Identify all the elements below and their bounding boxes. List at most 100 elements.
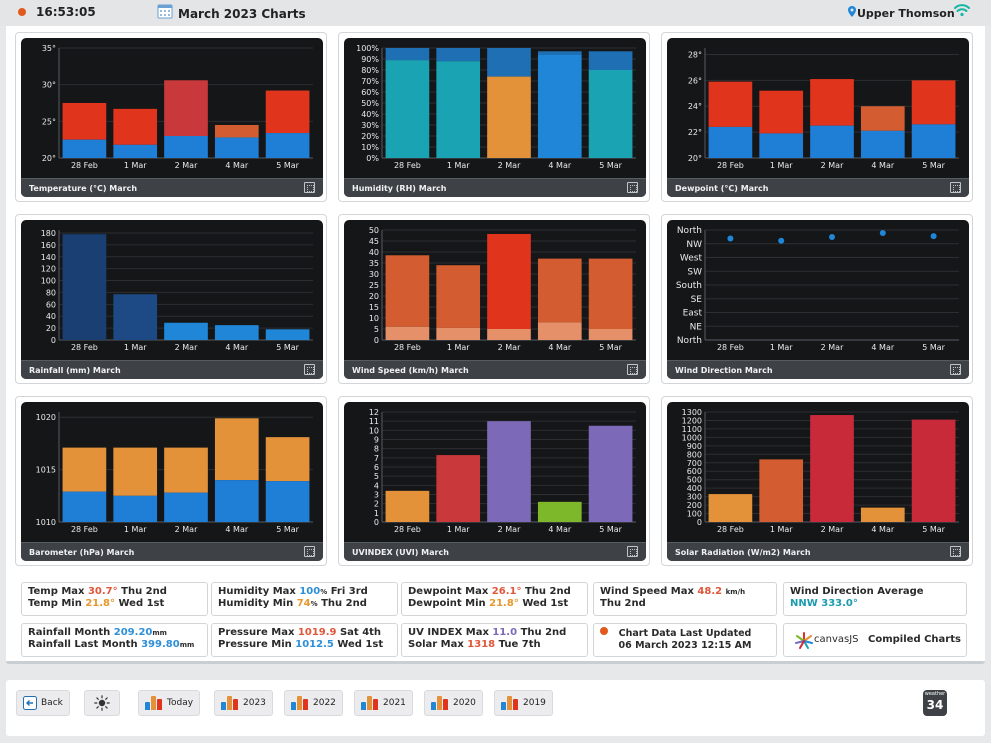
status-dot-icon bbox=[18, 8, 26, 16]
bar bbox=[588, 425, 633, 522]
bar-max bbox=[708, 81, 753, 127]
chart-card-wind-speed: 0 5 10 15 20 25 30 35 40 45 50 28 Feb 1 Mar 2 Mar 4 Ma… bbox=[338, 214, 650, 384]
stat-label: Rainfall Month bbox=[28, 627, 111, 638]
y-tick-label: 5 bbox=[374, 472, 379, 481]
y-tick-label: 100 bbox=[41, 277, 56, 286]
x-tick-label: 2 Mar bbox=[821, 343, 844, 352]
x-tick-label: 2 Mar bbox=[821, 525, 844, 534]
stat-date: Thu 2nd bbox=[600, 598, 646, 609]
wifi-icon bbox=[954, 4, 970, 17]
bar-min bbox=[265, 133, 310, 158]
bar-min bbox=[436, 61, 481, 159]
chart-barometer: 1010 1015 1020 28 Feb 1 Mar 2 Mar 4 Mar 5 Mar bbox=[36, 412, 313, 534]
year-2019-button[interactable]: 2019 bbox=[494, 690, 553, 716]
bar-min bbox=[810, 125, 854, 158]
y-tick-label: 35 bbox=[369, 259, 379, 268]
x-tick-label: 5 Mar bbox=[922, 161, 945, 170]
expand-icon[interactable] bbox=[304, 364, 315, 375]
y-tick-label: 1015 bbox=[36, 466, 56, 475]
data-point bbox=[930, 233, 937, 240]
y-tick-label: 1200 bbox=[682, 416, 702, 425]
bar-max bbox=[487, 233, 531, 329]
bar-min bbox=[759, 133, 804, 158]
back-button[interactable]: Back bbox=[16, 690, 70, 716]
year-label: 2019 bbox=[523, 698, 546, 708]
expand-icon[interactable] bbox=[950, 364, 961, 375]
stat-humidity: Humidity Max 100% Fri 3rd Humidity Min 7… bbox=[211, 582, 398, 616]
weather34-logo[interactable]: weather 34 bbox=[923, 690, 947, 716]
expand-icon[interactable] bbox=[627, 364, 638, 375]
year-label: 2020 bbox=[453, 698, 476, 708]
chart-card-solar: 0 100 200 300 400 500 600 700 800 900 1000 1100 1200… bbox=[661, 396, 973, 566]
x-tick-label: 5 Mar bbox=[599, 161, 622, 170]
logo-caption: weather bbox=[924, 691, 946, 697]
y-tick-label: 30 bbox=[369, 270, 379, 279]
expand-icon[interactable] bbox=[950, 182, 961, 193]
bar bbox=[113, 294, 158, 340]
y-tick-label: 40 bbox=[369, 248, 379, 257]
bar-min bbox=[385, 60, 430, 158]
canvasjs-logo-icon bbox=[795, 632, 813, 649]
y-tick-label: 22° bbox=[688, 128, 702, 137]
x-tick-label: 2 Mar bbox=[175, 525, 198, 534]
x-tick-label: 2 Mar bbox=[498, 343, 521, 352]
main-panel: 20° 25° 30° 35° 28 Feb 1 Mar 2 Mar 4 Mar 5 Mar Te… bbox=[6, 26, 985, 664]
stat-wind-direction: Wind Direction Average NNW 333.0° bbox=[783, 582, 967, 616]
bar bbox=[214, 325, 259, 340]
x-tick-label: 2 Mar bbox=[175, 343, 198, 352]
x-tick-label: 2 Mar bbox=[498, 161, 521, 170]
chart-card-dewpoint: 20° 22° 24° 26° 28° 28 Feb 1 Mar 2 Mar 4 Mar 5 Ma… bbox=[661, 32, 973, 202]
year-2022-button[interactable]: 2022 bbox=[284, 690, 343, 716]
expand-icon[interactable] bbox=[627, 182, 638, 193]
x-tick-label: 4 Mar bbox=[548, 161, 571, 170]
theme-toggle-button[interactable] bbox=[84, 690, 120, 716]
stat-value: 100 bbox=[299, 586, 321, 597]
bar-chart-icon bbox=[431, 696, 449, 710]
bar-min bbox=[265, 481, 310, 522]
year-2023-button[interactable]: 2023 bbox=[214, 690, 273, 716]
bar-max bbox=[113, 108, 158, 145]
expand-icon[interactable] bbox=[950, 546, 961, 557]
bar-max bbox=[810, 79, 854, 126]
chart-temperature: 20° 25° 30° 35° 28 Feb 1 Mar 2 Mar 4 Mar 5 Mar bbox=[42, 44, 313, 170]
stat-date: Fri 3rd bbox=[330, 586, 368, 597]
bar-max bbox=[860, 106, 905, 131]
y-tick-label: 40% bbox=[361, 110, 379, 119]
bar-min bbox=[62, 491, 107, 522]
canvasjs-credit[interactable]: canvasJS Compiled Charts bbox=[783, 623, 967, 657]
arrow-left-icon bbox=[23, 696, 37, 710]
stat-label: Temp Max bbox=[28, 586, 85, 597]
y-tick-label: 25 bbox=[369, 281, 379, 290]
bar-max bbox=[214, 418, 259, 481]
x-tick-label: 5 Mar bbox=[922, 343, 945, 352]
expand-icon[interactable] bbox=[627, 546, 638, 557]
stat-value: 21.8° bbox=[489, 598, 519, 609]
x-tick-label: 4 Mar bbox=[548, 525, 571, 534]
y-tick-label: 45 bbox=[369, 237, 379, 246]
stat-value: 21.8° bbox=[85, 598, 116, 609]
bar-chart-icon bbox=[145, 696, 163, 710]
today-button[interactable]: Today bbox=[138, 690, 201, 716]
y-tick-label: 20 bbox=[369, 292, 379, 301]
stat-date: Thu 2nd bbox=[524, 586, 571, 597]
y-tick-label: 25° bbox=[42, 117, 56, 126]
chart-card-temperature: 20° 25° 30° 35° 28 Feb 1 Mar 2 Mar 4 Mar 5 Mar Te… bbox=[15, 32, 327, 202]
expand-icon[interactable] bbox=[304, 182, 315, 193]
year-label: 2023 bbox=[243, 698, 266, 708]
expand-icon[interactable] bbox=[304, 546, 315, 557]
bar-min bbox=[113, 144, 158, 158]
year-2021-button[interactable]: 2021 bbox=[354, 690, 413, 716]
stat-label: Humidity Max bbox=[218, 586, 296, 597]
x-tick-label: 4 Mar bbox=[871, 525, 894, 534]
chart-card-humidity: 0% 10% 20% 30% 40% 50% 60% 70% 80% 90% 100% 28 Feb 1… bbox=[338, 32, 650, 202]
y-tick-label: SW bbox=[687, 267, 702, 277]
y-tick-label: 35° bbox=[42, 44, 56, 53]
y-tick-label: 0% bbox=[366, 154, 379, 163]
bar bbox=[537, 501, 582, 522]
compiled-charts-label: Compiled Charts bbox=[868, 634, 961, 645]
data-point bbox=[829, 234, 835, 241]
y-tick-label: 4 bbox=[374, 481, 379, 490]
x-tick-label: 1 Mar bbox=[124, 525, 147, 534]
year-2020-button[interactable]: 2020 bbox=[424, 690, 483, 716]
bar-min bbox=[214, 137, 259, 158]
